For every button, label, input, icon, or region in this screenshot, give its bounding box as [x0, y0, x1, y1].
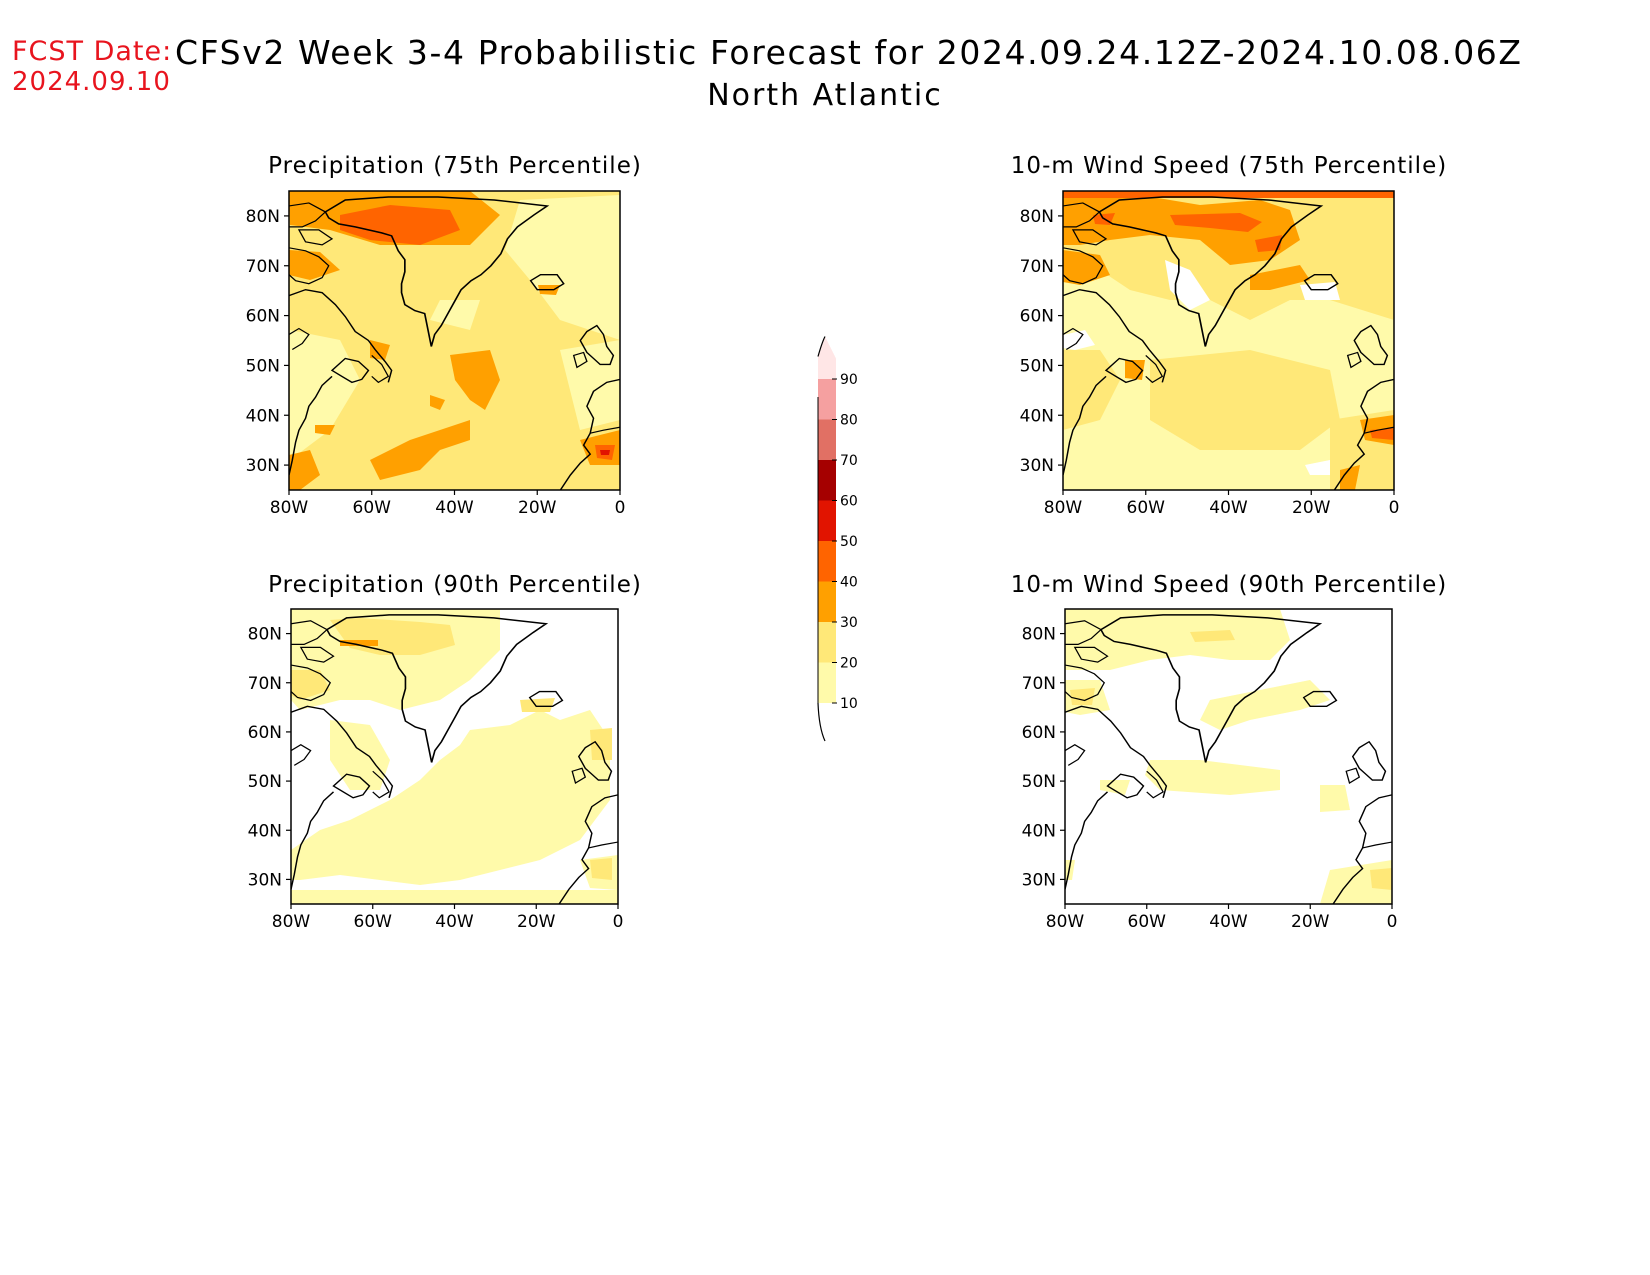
lon-tick-label: 0 [615, 498, 626, 518]
lon-tick-label: 40W [1209, 498, 1248, 518]
lon-tick-label: 0 [613, 912, 624, 932]
lon-tick-label: 20W [1291, 912, 1330, 932]
lat-tick-label: 40N [1020, 406, 1054, 426]
colorbar-tick-label: 40 [840, 575, 858, 591]
lat-tick-label: 40N [248, 821, 282, 841]
lat-tick-label: 60N [1020, 307, 1054, 327]
lat-tick-label: 50N [1022, 772, 1056, 792]
lat-tick-label: 80N [1022, 625, 1056, 645]
colorbar-swatch [818, 460, 836, 501]
lat-tick-label: 80N [248, 625, 282, 645]
page-title: CFSv2 Week 3-4 Probabilistic Forecast fo… [175, 33, 1523, 72]
lon-tick-label: 20W [517, 912, 556, 932]
colorbar-swatch [818, 500, 836, 541]
forecast-date-label: FCST Date: [12, 36, 173, 67]
lat-tick-label: 30N [246, 456, 280, 476]
colorbar-tick-label: 50 [840, 534, 858, 550]
lon-tick-label: 60W [1127, 498, 1166, 518]
colorbar-tick-label: 30 [840, 615, 858, 631]
lat-tick-label: 40N [246, 406, 280, 426]
colorbar-swatch [818, 622, 836, 663]
lat-tick-label: 30N [248, 870, 282, 890]
colorbar-swatch [818, 581, 836, 622]
lon-tick-label: 40W [435, 498, 474, 518]
lat-tick-label: 50N [246, 356, 280, 376]
panel-title-precip-90: Precipitation (90th Percentile) [268, 572, 642, 598]
lat-tick-label: 60N [248, 723, 282, 743]
lon-tick-label: 60W [353, 498, 392, 518]
lat-tick-label: 80N [246, 207, 280, 227]
lat-tick-label: 50N [248, 772, 282, 792]
lat-tick-label: 60N [1022, 723, 1056, 743]
colorbar-swatch [818, 379, 836, 420]
lon-tick-label: 60W [1128, 912, 1167, 932]
map-panel-precip-90: Precipitation (90th Percentile) [268, 572, 642, 905]
lat-tick-label: 70N [246, 257, 280, 277]
lon-tick-label: 40W [435, 912, 474, 932]
lon-tick-label: 20W [518, 498, 557, 518]
region-subtitle: North Atlantic [707, 78, 943, 113]
colorbar-tick-label: 80 [840, 413, 858, 429]
colorbar-bottom-cap [817, 702, 826, 742]
lat-tick-label: 50N [1020, 356, 1054, 376]
panel-title-precip-75: Precipitation (75th Percentile) [268, 153, 642, 179]
colorbar-swatch [818, 419, 836, 460]
lon-tick-label: 80W [1046, 912, 1085, 932]
lon-tick-label: 80W [1044, 498, 1083, 518]
colorbar-swatch [818, 662, 836, 703]
map-panel-precip-75: Precipitation (75th Percentile) [268, 153, 642, 491]
colorbar-tick-label: 10 [840, 696, 858, 712]
lon-tick-label: 80W [270, 498, 309, 518]
colorbar-tick-label: 70 [840, 453, 858, 469]
lat-tick-label: 30N [1020, 456, 1054, 476]
lat-tick-label: 70N [248, 674, 282, 694]
colorbar-tick-label: 20 [840, 656, 858, 672]
lon-tick-label: 40W [1209, 912, 1248, 932]
map-panel-wind-75: 10-m Wind Speed (75th Percentile) [1011, 153, 1447, 491]
lat-tick-label: 70N [1020, 257, 1054, 277]
colorbar-top-cap [818, 336, 836, 379]
lon-tick-label: 0 [1389, 498, 1400, 518]
colorbar-top-edge [817, 336, 826, 357]
lat-tick-label: 40N [1022, 821, 1056, 841]
map-panel-wind-90: 10-m Wind Speed (90th Percentile) [1011, 572, 1447, 905]
lat-tick-label: 70N [1022, 674, 1056, 694]
colorbar: 10 20 30 40 50 60 70 80 90 [817, 336, 858, 742]
colorbar-tick-label: 60 [840, 494, 858, 510]
lat-tick-label: 60N [246, 307, 280, 327]
lon-tick-label: 60W [354, 912, 393, 932]
lat-tick-label: 30N [1022, 870, 1056, 890]
lon-tick-label: 20W [1292, 498, 1331, 518]
panel-title-wind-75: 10-m Wind Speed (75th Percentile) [1011, 153, 1447, 179]
colorbar-tick-label: 90 [840, 372, 858, 388]
colorbar-swatch [818, 541, 836, 582]
lat-tick-label: 80N [1020, 207, 1054, 227]
lon-tick-label: 80W [272, 912, 311, 932]
forecast-date-value: 2024.09.10 [12, 67, 171, 97]
panel-title-wind-90: 10-m Wind Speed (90th Percentile) [1011, 572, 1447, 598]
axis-labels: 80N 70N 60N 50N 40N 30N 80W 60W 40W 20W 0 80N 70N 60N… [246, 207, 1400, 932]
lon-tick-label: 0 [1387, 912, 1398, 932]
